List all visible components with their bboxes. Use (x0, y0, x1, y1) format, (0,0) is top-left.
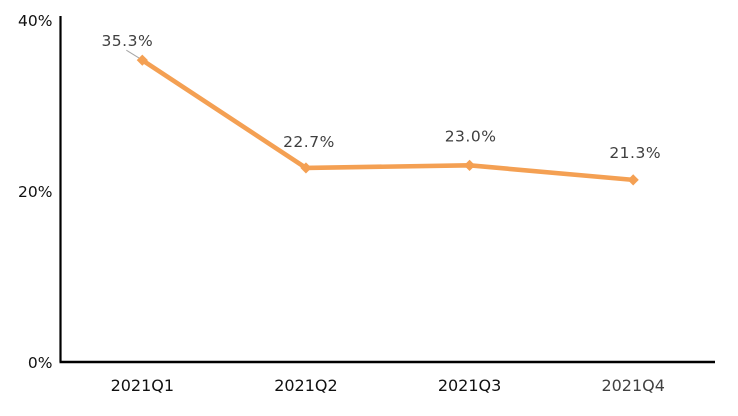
data-point-marker (463, 159, 476, 171)
data-point-marker (627, 174, 639, 186)
data-point-marker (136, 54, 148, 66)
y-tick-label: 0% (28, 354, 53, 372)
data-label: 22.7% (283, 133, 335, 151)
data-label: 35.3% (101, 32, 153, 50)
x-tick-label: 2021Q1 (111, 376, 175, 395)
data-label: 21.3% (609, 144, 661, 162)
series-line (140, 57, 636, 183)
label-leader-line (126, 49, 140, 59)
data-point-marker (300, 162, 312, 174)
data-label: 23.0% (445, 127, 497, 145)
y-tick-label: 20% (18, 183, 52, 201)
x-tick-label: 2021Q3 (438, 376, 502, 395)
x-tick-label: 2021Q4 (601, 376, 665, 395)
y-tick-label: 40% (18, 12, 52, 30)
x-tick-label: 2021Q2 (274, 376, 338, 395)
